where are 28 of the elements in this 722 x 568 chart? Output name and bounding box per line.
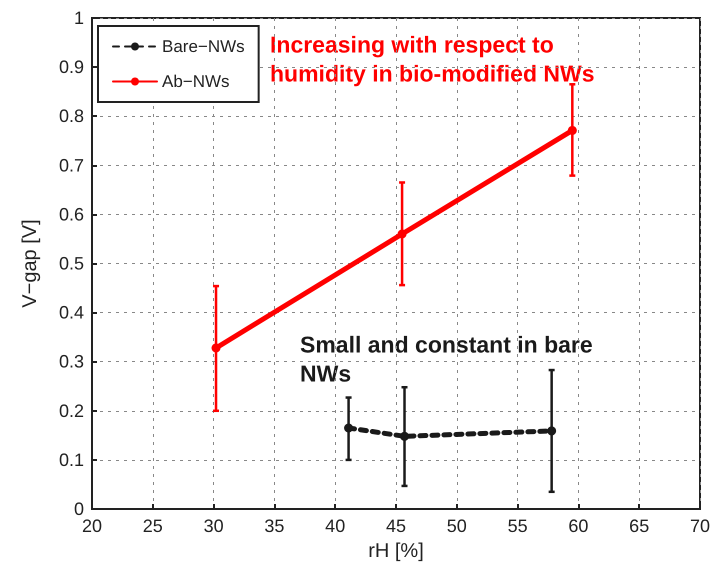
y-tick-label: 0.8 (58, 106, 84, 126)
y-tick-label: 0.9 (58, 57, 84, 78)
x-tick-label: 35 (264, 516, 284, 536)
x-tick-label: 55 (508, 516, 528, 536)
annotation: Small and constant in bare NWs (300, 332, 600, 386)
x-tick-label: 40 (325, 516, 346, 536)
x-tick-label: 20 (82, 516, 102, 536)
y-tick-label: 0.6 (58, 204, 84, 224)
x-tick-label: 60 (568, 516, 588, 536)
x-tick-label: 45 (386, 516, 406, 536)
x-tick-label: 65 (629, 516, 650, 536)
x-tick-label: 25 (142, 516, 163, 536)
y-tick-label: 0.5 (58, 254, 84, 274)
y-tick-label: 1 (74, 8, 84, 28)
y-tick-label: 0.1 (58, 450, 84, 470)
y-axis-title: V−gap [V] (19, 219, 41, 308)
legend-label: Bare−NWs (162, 37, 245, 56)
y-tick-label: 0.7 (58, 155, 84, 176)
y-tick-label: 0 (74, 499, 84, 519)
annotation: Increasing with respect to humidity in bio-modified NWs (270, 32, 595, 86)
legend-label: Ab−NWs (162, 72, 230, 91)
x-axis-title: rH [%] (368, 540, 424, 562)
x-tick-label: 50 (446, 516, 467, 536)
x-tick-label: 30 (204, 516, 224, 536)
y-tick-label: 0.4 (58, 302, 84, 323)
y-tick-label: 0.3 (58, 352, 84, 372)
y-tick-label: 0.2 (58, 400, 84, 421)
x-tick-label: 70 (690, 516, 710, 536)
